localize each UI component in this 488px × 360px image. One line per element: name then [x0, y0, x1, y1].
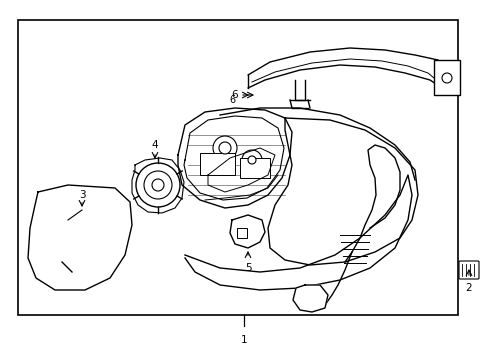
Circle shape — [219, 142, 230, 154]
Text: 6: 6 — [228, 95, 235, 105]
Polygon shape — [28, 185, 132, 290]
Bar — [200, 153, 235, 175]
Bar — [240, 158, 269, 178]
Bar — [433, 60, 459, 95]
FancyBboxPatch shape — [458, 261, 478, 279]
Text: 5: 5 — [244, 263, 251, 273]
Circle shape — [213, 136, 237, 160]
Text: 4: 4 — [151, 140, 158, 150]
Circle shape — [152, 179, 163, 191]
Text: 3: 3 — [79, 190, 85, 200]
Polygon shape — [267, 118, 417, 265]
Circle shape — [441, 73, 451, 83]
Text: 2: 2 — [465, 283, 471, 293]
Polygon shape — [229, 215, 264, 248]
Text: 6: 6 — [231, 90, 238, 100]
Polygon shape — [184, 175, 411, 290]
Text: 1: 1 — [240, 335, 247, 345]
Bar — [18, 20, 457, 315]
Circle shape — [242, 150, 262, 170]
Polygon shape — [178, 108, 291, 208]
Circle shape — [136, 163, 180, 207]
Circle shape — [143, 171, 172, 199]
Polygon shape — [292, 285, 327, 312]
Circle shape — [247, 156, 256, 164]
Bar — [237, 228, 246, 238]
